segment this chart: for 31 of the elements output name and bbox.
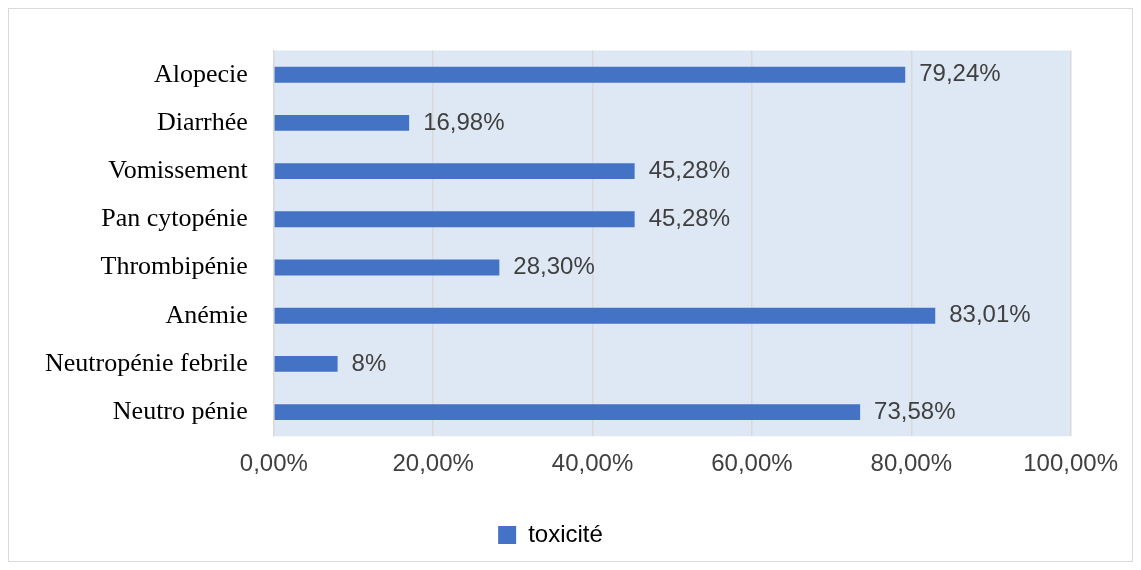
y-tick-label: Vomissement xyxy=(108,154,249,184)
y-tick-label: Pan cytopénie xyxy=(101,203,248,233)
x-tick-label: 80,00% xyxy=(870,449,952,477)
x-tick-label: 40,00% xyxy=(551,449,634,477)
bar xyxy=(274,163,635,180)
y-tick-label: Thrombipénie xyxy=(100,251,248,281)
x-tick-label: 20,00% xyxy=(392,449,474,477)
bar xyxy=(274,211,635,228)
y-tick-label: Neutro pénie xyxy=(112,395,248,425)
data-label: 28,30% xyxy=(513,252,595,280)
x-tick-label: 60,00% xyxy=(711,449,793,477)
data-label: 73,58% xyxy=(874,396,956,424)
y-tick-label: Diarrhée xyxy=(156,106,248,136)
y-tick-label: Anémie xyxy=(165,299,248,329)
bar xyxy=(274,307,936,324)
bar xyxy=(274,355,338,372)
data-label: 16,98% xyxy=(423,107,505,135)
bar xyxy=(274,404,861,421)
bar xyxy=(274,114,410,131)
bar xyxy=(274,66,906,83)
data-label: 79,24% xyxy=(919,59,1001,87)
data-label: 45,28% xyxy=(648,203,731,231)
legend-label: toxicité xyxy=(528,519,603,547)
bar xyxy=(274,259,500,276)
x-tick-label: 0,00% xyxy=(239,449,308,477)
y-tick-label: Alopecie xyxy=(154,58,248,88)
x-tick-label: 100,00% xyxy=(1023,449,1118,477)
data-label: 83,01% xyxy=(949,300,1031,328)
y-tick-label: Neutropénie febrile xyxy=(44,347,248,377)
data-label: 8% xyxy=(351,348,387,376)
data-label: 45,28% xyxy=(648,155,731,183)
